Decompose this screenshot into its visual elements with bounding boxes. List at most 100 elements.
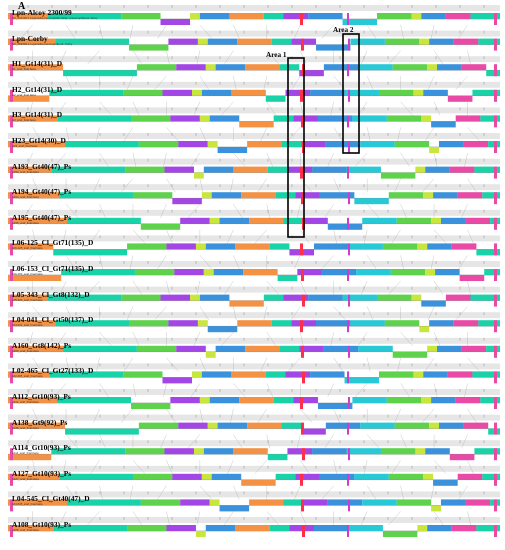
lcb-block — [429, 422, 439, 429]
lcb-connector — [129, 485, 134, 500]
genome-label: A160_Gt8(142)_Ps — [12, 340, 72, 350]
indel-marker — [347, 115, 349, 128]
lcb-block — [180, 217, 210, 224]
lcb-block — [348, 243, 383, 250]
lcb-connector — [321, 485, 334, 500]
lcb-connector — [29, 332, 33, 346]
lcb-block — [61, 269, 135, 275]
lcb-connector — [291, 306, 301, 321]
lcb-connector — [23, 204, 33, 218]
lcb-connector — [160, 434, 167, 449]
lcb-connector — [132, 460, 146, 474]
lcb-connector — [266, 152, 273, 167]
lcb-block — [431, 505, 441, 512]
end-marker — [10, 345, 13, 358]
lcb-block — [293, 397, 318, 403]
lcb-block — [166, 525, 196, 531]
lcb-connector — [59, 280, 67, 295]
lcb-connector — [355, 383, 368, 398]
lcb-block — [164, 166, 194, 173]
lcb-block — [308, 13, 343, 19]
lcb-block — [472, 371, 500, 378]
indel-marker — [348, 448, 350, 461]
end-marker — [494, 345, 497, 358]
lcb-block — [249, 217, 284, 224]
lcb-connector — [366, 306, 374, 321]
indel-marker — [347, 525, 349, 537]
lcb-connector — [56, 332, 67, 346]
indel-marker — [347, 13, 349, 25]
lcb-block — [8, 13, 48, 19]
lcb-connector — [56, 101, 67, 116]
lcb-block — [423, 473, 434, 480]
lcb-block — [190, 13, 200, 19]
lcb-connector — [99, 24, 103, 39]
lcb-connector — [20, 485, 33, 500]
lcb-connector — [224, 50, 234, 65]
lcb-block — [461, 345, 487, 352]
lcb-connector — [433, 50, 444, 65]
lcb-block — [396, 217, 432, 224]
lcb-block — [344, 377, 379, 384]
lcb-connector — [266, 383, 273, 398]
lcb-connector — [300, 178, 313, 193]
lcb-connector — [199, 24, 213, 39]
lcb-connector — [132, 152, 137, 167]
lcb-connector — [65, 485, 76, 500]
lcb-block — [8, 217, 68, 224]
lcb-connector — [233, 255, 240, 270]
lcb-block — [8, 166, 52, 173]
lcb-connector — [99, 383, 109, 398]
end-marker — [494, 320, 497, 333]
lcb-block — [65, 428, 139, 435]
lcb-block — [247, 141, 282, 147]
lcb-connector — [467, 511, 471, 526]
lcb-connector — [266, 434, 270, 449]
lcb-block — [384, 320, 420, 327]
lcb-connector — [199, 357, 207, 372]
lcb-block — [63, 345, 137, 352]
lcb-block — [209, 499, 220, 506]
lcb-block — [273, 115, 294, 122]
lcb-block — [195, 243, 206, 250]
lcb-block — [423, 192, 434, 199]
end-marker — [494, 166, 497, 179]
genome-sublabel: L06-125_scaf_final.fasta — [12, 246, 43, 251]
lcb-connector — [257, 408, 267, 423]
end-marker — [10, 269, 13, 281]
lcb-connector — [288, 357, 301, 372]
end-marker — [10, 320, 13, 333]
lcb-block — [283, 294, 309, 301]
genome-sublabel: A195_scaf_final.fasta — [12, 220, 39, 225]
lcb-connector — [266, 101, 276, 116]
lcb-block — [209, 397, 240, 403]
lcb-block — [197, 320, 208, 327]
genome-label: A108_Gt10(93)_Ps — [12, 520, 72, 529]
lcb-connector — [32, 408, 39, 423]
indel-marker — [301, 269, 304, 281]
indel-marker — [348, 294, 350, 307]
lcb-block — [465, 217, 491, 224]
lcb-block — [449, 454, 475, 461]
lcb-block — [283, 217, 304, 224]
lcb-block — [378, 371, 414, 378]
lcb-block — [348, 525, 383, 531]
end-marker — [10, 115, 13, 128]
lcb-block — [211, 473, 242, 480]
end-marker — [10, 166, 13, 179]
lcb-connector — [333, 178, 340, 193]
lcb-block — [121, 13, 161, 19]
lcb-block — [219, 505, 250, 512]
end-marker — [10, 243, 13, 256]
lcb-block — [354, 198, 389, 205]
lcb-block — [59, 473, 133, 480]
genome-label: H1_Gt14(31)_D — [12, 59, 63, 69]
lcb-block — [8, 64, 64, 71]
lcb-connector — [193, 101, 201, 116]
lcb-block — [415, 448, 426, 455]
lcb-block — [8, 115, 58, 122]
lcb-connector — [430, 24, 435, 39]
lcb-connector — [199, 127, 207, 142]
lcb-block — [265, 371, 286, 378]
lcb-block — [451, 243, 477, 250]
